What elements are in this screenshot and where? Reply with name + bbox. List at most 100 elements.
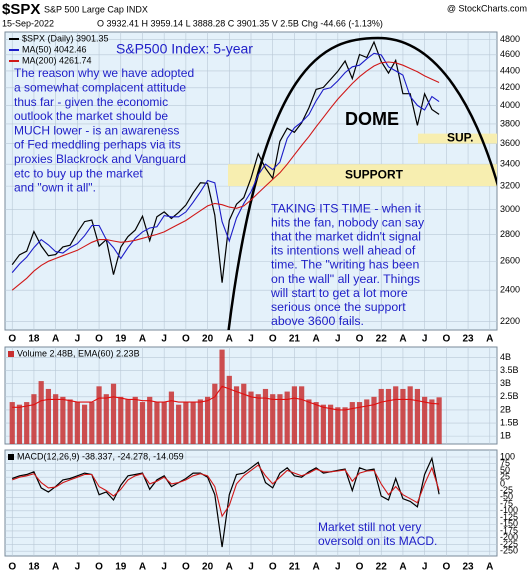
volume-bar (414, 388, 421, 444)
note-line: MUCH lower - is an awareness (14, 123, 179, 137)
x-tick-label: 20 (202, 334, 214, 345)
volume-bar (96, 386, 102, 444)
note-line: outlook the market should be (14, 109, 168, 123)
x-tick-label: 19 (115, 334, 127, 345)
x-tick-label: O (356, 334, 364, 345)
legend-label: $SPX (Daily) 3901.35 (22, 33, 109, 43)
volume-bar (342, 407, 348, 444)
note-line: serious once the support (271, 300, 406, 314)
volume-bar (38, 381, 44, 444)
volume-bar (45, 388, 52, 444)
x-tick-label: 21 (289, 562, 301, 573)
dome-arc (227, 36, 497, 330)
quote: O 3932.41 H 3959.14 L 3888.28 C 3901.35 … (97, 18, 383, 28)
y-tick-label: 4B (500, 352, 511, 362)
volume-bar (299, 386, 305, 444)
series-line (12, 385, 440, 411)
x-tick-label: O (356, 562, 364, 573)
volume-bar (364, 399, 370, 444)
volume-bar (183, 402, 189, 444)
volume-bar (255, 394, 261, 444)
band-label: SUPPORT (345, 167, 404, 181)
x-tick-label: J (422, 562, 428, 573)
y-tick-label: -125 (500, 512, 518, 522)
y-tick-label: 3000 (500, 204, 520, 214)
y-tick-label: 4800 (500, 34, 520, 44)
series-line (11, 61, 440, 291)
volume-bar (407, 386, 413, 444)
volume-bar (241, 383, 247, 444)
note-line: will start to get a lot more (270, 286, 408, 300)
note-line: The reason why we have adopted (14, 66, 194, 80)
y-tick-label: 1B (500, 431, 511, 441)
note-line: above 3600 fails. (271, 314, 364, 328)
note-line: time. The "writing has been (271, 258, 420, 272)
panel-title: Volume 2.48B, EMA(60) 2.23B (17, 348, 140, 358)
y-tick-label: 25 (500, 472, 510, 482)
y-tick-label: 3600 (500, 138, 520, 148)
y-tick-label: -200 (500, 532, 518, 542)
note-line: of Fed meddling perhaps via its (14, 138, 181, 152)
band-label: SUP. (447, 131, 473, 145)
volume-bar (9, 402, 15, 444)
note-line: TAKING ITS TIME - when it (271, 201, 421, 215)
x-tick-label: A (313, 334, 320, 345)
series-line (11, 456, 440, 548)
note-line: on the wall" all year. Things (271, 272, 420, 286)
volume-bar (393, 386, 399, 444)
y-tick-label: 4400 (500, 65, 520, 75)
volume-bar (118, 396, 124, 444)
note-line: thus far - given the economic (14, 95, 168, 109)
volume-bar (219, 349, 225, 444)
note-line: and "own it all". (14, 181, 96, 195)
y-tick-label: -25 (500, 485, 513, 495)
y-tick-label: 2B (500, 404, 511, 414)
volume-bar (436, 397, 442, 444)
volume-bar (371, 396, 377, 444)
volume-bar (327, 404, 334, 444)
x-tick-label: A (399, 562, 406, 573)
volume-bar (147, 396, 153, 444)
volume-bar (233, 386, 240, 444)
x-tick-label: 22 (376, 334, 388, 345)
y-tick-label: -225 (500, 539, 518, 549)
series-line (11, 52, 440, 273)
x-tick-label: O (442, 562, 450, 573)
y-tick-label: 2200 (500, 316, 520, 326)
x-tick-label: 21 (289, 334, 301, 345)
panel-title: MACD(12,26,9) -38.337, -24.278, -14.059 (17, 451, 184, 461)
x-tick-label: 19 (115, 562, 127, 573)
volume-bar (168, 391, 175, 444)
volume-bar (226, 375, 232, 444)
symbol: $SPX (2, 1, 40, 18)
volume-bar (81, 404, 88, 444)
x-tick-label: J (422, 334, 428, 345)
y-tick-label: -150 (500, 519, 518, 529)
x-tick-label: A (52, 562, 59, 573)
y-tick-label: 0 (500, 478, 505, 488)
volume-bar (248, 391, 254, 444)
volume-bar (204, 396, 211, 444)
date: 15-Sep-2022 (2, 18, 54, 28)
x-tick-label: J (335, 562, 341, 573)
volume-bar (270, 394, 276, 444)
y-tick-label: 4000 (500, 100, 520, 110)
x-tick-label: 23 (462, 334, 474, 345)
x-tick-label: O (269, 562, 277, 573)
y-tick-label: 50 (500, 465, 510, 475)
x-tick-label: O (269, 334, 277, 345)
volume-bar (74, 402, 80, 444)
volume-bar (284, 391, 290, 444)
volume-bar (176, 404, 182, 444)
note-line: that the market didn't signal (271, 229, 421, 243)
volume-bar (60, 396, 66, 444)
legend-label: MA(50) 4042.46 (22, 44, 87, 54)
volume-bar (53, 394, 59, 444)
support-band (228, 164, 497, 187)
y-tick-label: 2400 (500, 285, 520, 295)
x-tick-label: J (161, 334, 167, 345)
legend-label: MA(200) 4261.74 (22, 55, 92, 65)
volume-bar (161, 402, 167, 444)
x-tick-label: 20 (202, 562, 214, 573)
index-name: S&P 500 Large Cap INDX (44, 4, 148, 14)
